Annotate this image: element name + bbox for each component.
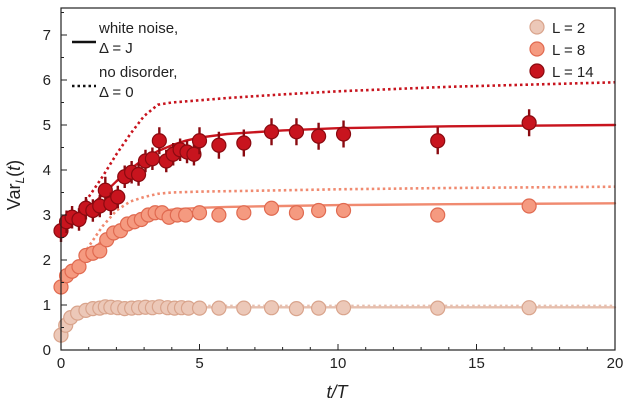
point-l8 xyxy=(178,207,194,223)
y-tick-label: 5 xyxy=(43,117,51,134)
point-l8 xyxy=(263,200,280,216)
y-tick-label: 3 xyxy=(43,207,51,224)
curve-dotted-l14 xyxy=(60,81,616,232)
point-l2 xyxy=(211,300,227,316)
point-l8 xyxy=(521,198,537,214)
point-l14 xyxy=(288,124,305,140)
y-tick-label: 1 xyxy=(43,297,51,314)
point-l2 xyxy=(311,300,327,316)
legend-solid-label-1: white noise, xyxy=(98,20,178,37)
x-tick-label: 0 xyxy=(57,355,65,372)
point-l14 xyxy=(97,182,113,198)
y-tick-label: 4 xyxy=(43,162,51,179)
point-l2 xyxy=(263,300,280,316)
point-l8 xyxy=(191,205,208,221)
point-l8 xyxy=(335,202,352,219)
point-l14 xyxy=(144,151,161,167)
point-l2 xyxy=(430,300,446,316)
point-l8 xyxy=(236,205,252,221)
x-axis-title: t/T xyxy=(327,382,350,402)
point-l8 xyxy=(311,202,327,219)
point-l14 xyxy=(130,166,147,183)
legend-dotted-label-2: Δ = 0 xyxy=(99,84,134,101)
legend-marker-l8 xyxy=(529,41,545,57)
legend-label-l2: L = 2 xyxy=(552,20,585,37)
x-tick-label: 20 xyxy=(607,355,624,372)
y-tick-label: 2 xyxy=(43,252,51,269)
point-l8 xyxy=(211,207,227,223)
legend-marker-l2 xyxy=(529,19,545,35)
y-tick-label: 0 xyxy=(43,342,51,359)
legend-solid-label-2: Δ = J xyxy=(99,40,133,57)
point-l14 xyxy=(311,128,327,144)
y-tick-label: 7 xyxy=(43,27,51,44)
legend-marker-l14 xyxy=(529,63,545,79)
point-l14 xyxy=(211,137,227,153)
point-l2 xyxy=(335,300,352,316)
y-tick-label: 6 xyxy=(43,72,51,89)
legend-label-l8: L = 8 xyxy=(552,42,585,59)
point-l2 xyxy=(236,300,252,316)
curve-dotted-l8 xyxy=(59,185,616,286)
point-l8 xyxy=(430,207,446,223)
point-l8 xyxy=(71,259,87,275)
point-l2 xyxy=(191,300,208,316)
point-l8 xyxy=(288,205,305,221)
legend-label-l14: L = 14 xyxy=(552,64,594,81)
point-l14 xyxy=(110,189,126,205)
point-l2 xyxy=(521,300,537,316)
legend-series: L = 2 L = 8 L = 14 xyxy=(529,19,594,81)
point-l14 xyxy=(521,115,537,131)
point-l14 xyxy=(430,133,446,149)
point-l14 xyxy=(151,133,167,149)
x-tick-label: 15 xyxy=(468,355,485,372)
legend-dotted-label-1: no disorder, xyxy=(99,64,177,81)
point-l14 xyxy=(263,124,280,140)
x-tick-label: 5 xyxy=(195,355,203,372)
x-tick-label: 10 xyxy=(330,355,347,372)
y-axis-title: VarL(t) xyxy=(4,160,27,210)
point-l14 xyxy=(186,146,202,162)
point-l8 xyxy=(92,243,108,259)
legend-model: white noise, Δ = J no disorder, Δ = 0 xyxy=(72,20,178,101)
point-l14 xyxy=(335,126,352,142)
point-l14 xyxy=(191,133,208,149)
point-l14 xyxy=(236,135,252,151)
point-l2 xyxy=(288,301,305,317)
axis-ticks: 0 5 10 15 20 0 1 2 3 4 5 6 7 xyxy=(43,12,624,372)
data-points xyxy=(53,109,537,343)
